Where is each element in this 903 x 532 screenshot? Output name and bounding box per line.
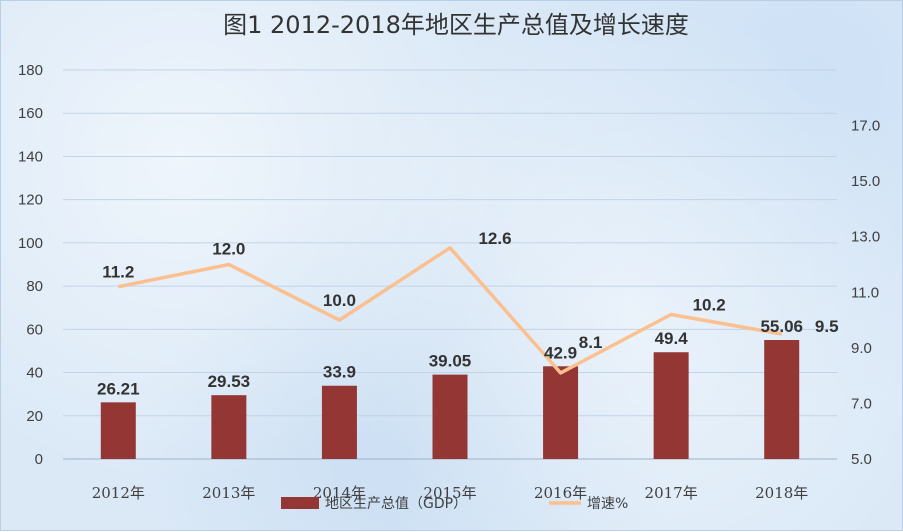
growth-point-label: 12.0 (212, 240, 245, 259)
data-labels: 26.21 29.53 33.9 39.05 42.9 49.4 55.06 11.2 12.0… (97, 229, 839, 399)
growth-point-label: 9.5 (815, 317, 839, 336)
gdp-bar (653, 352, 689, 459)
left-axis-tick-label: 160 (18, 105, 43, 122)
category-label: 2012年 (92, 484, 145, 502)
gdp-bar-label: 55.06 (760, 317, 803, 336)
grid-lines (63, 69, 837, 460)
category-label: 2017年 (645, 484, 698, 502)
left-axis-tick-label: 20 (26, 408, 43, 425)
right-axis-tick-label: 13.0 (851, 229, 880, 246)
left-axis-tick-label: 180 (18, 62, 43, 79)
gdp-bar-label: 49.4 (655, 329, 689, 348)
left-axis: 0 20 40 60 80 100 120 140 160 180 (18, 62, 43, 468)
growth-point-label: 11.2 (102, 263, 134, 282)
category-axis: 2012年 2013年 2014年 2015年 2016年 2017年 2018年 (92, 484, 809, 502)
chart-title: 图1 2012-2018年地区生产总值及增长速度 (223, 11, 689, 39)
gdp-bar (543, 366, 579, 459)
legend-label-growth: 增速% (587, 496, 628, 512)
gdp-bar (100, 402, 136, 459)
growth-line (117, 246, 783, 375)
gdp-bar (432, 374, 468, 459)
left-axis-tick-label: 120 (18, 192, 43, 209)
growth-line-path (117, 246, 783, 375)
left-axis-tick-label: 140 (18, 148, 43, 165)
left-axis-tick-label: 100 (18, 235, 43, 252)
right-axis-tick-label: 17.0 (851, 118, 880, 135)
legend-label-gdp: 地区生产总值（GDP） (325, 496, 467, 512)
category-label: 2015年 (423, 484, 476, 502)
legend: 地区生产总值（GDP） 增速% (281, 496, 628, 512)
legend-swatch-gdp (281, 497, 319, 509)
gdp-bar-label: 26.21 (97, 379, 140, 398)
gdp-bar-label: 29.53 (208, 372, 251, 391)
right-axis-tick-label: 15.0 (851, 173, 880, 190)
category-label: 2014年 (313, 484, 366, 502)
right-axis-tick-label: 5.0 (851, 451, 872, 468)
right-axis-tick-label: 11.0 (851, 284, 879, 301)
right-axis-tick-label: 9.0 (851, 340, 872, 357)
growth-point-label: 12.6 (478, 229, 511, 248)
left-axis-tick-label: 40 (26, 365, 43, 382)
gdp-bar (764, 340, 800, 459)
category-label: 2018年 (755, 484, 808, 502)
left-axis-tick-label: 0 (35, 451, 43, 468)
right-axis-tick-label: 7.0 (851, 395, 872, 412)
right-axis: 5.0 7.0 9.0 11.0 13.0 15.0 17.0 (851, 118, 880, 468)
gdp-bar-label: 33.9 (323, 363, 356, 382)
left-axis-tick-label: 80 (26, 278, 43, 295)
category-label: 2013年 (202, 484, 255, 502)
growth-point-label: 8.1 (579, 333, 603, 352)
gdp-bar-label: 39.05 (429, 352, 472, 371)
growth-point-label: 10.0 (323, 291, 356, 310)
gdp-bar-label: 42.9 (544, 343, 577, 362)
gdp-bar (321, 385, 357, 459)
category-label: 2016年 (534, 484, 587, 502)
gdp-bar (211, 395, 247, 459)
gdp-bars (100, 340, 800, 459)
growth-point-label: 10.2 (693, 296, 726, 315)
left-axis-tick-label: 60 (26, 321, 43, 338)
